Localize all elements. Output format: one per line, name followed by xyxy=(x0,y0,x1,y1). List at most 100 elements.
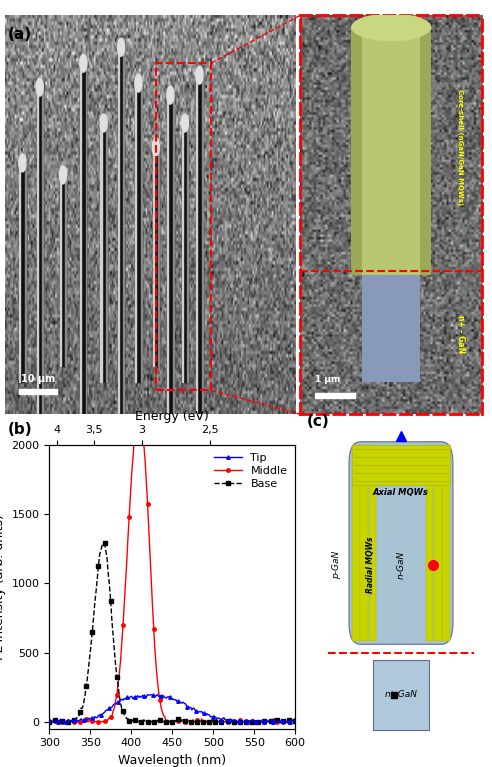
Ellipse shape xyxy=(36,78,43,96)
Bar xyxy=(42,87,43,414)
Middle xyxy=(136,407,142,416)
Bar xyxy=(167,95,174,414)
Middle xyxy=(70,717,76,726)
Text: p-GaN: p-GaN xyxy=(332,551,340,578)
Bar xyxy=(153,147,159,367)
Base xyxy=(139,717,145,726)
Tip xyxy=(154,690,160,699)
Base xyxy=(182,716,187,726)
Middle xyxy=(48,716,54,726)
Legend: Tip, Middle, Base: Tip, Middle, Base xyxy=(212,450,290,492)
Tip xyxy=(292,716,298,726)
Text: (a): (a) xyxy=(8,28,32,42)
Text: (c): (c) xyxy=(307,414,330,430)
Bar xyxy=(351,28,431,275)
Bar xyxy=(182,123,188,382)
Bar xyxy=(420,28,431,275)
Bar xyxy=(315,393,355,398)
Bar xyxy=(377,445,425,641)
Middle xyxy=(152,647,158,656)
X-axis label: Wavelength (nm): Wavelength (nm) xyxy=(118,754,226,767)
Tip xyxy=(274,716,280,726)
Bar xyxy=(100,123,101,382)
Bar xyxy=(135,83,142,382)
Middle xyxy=(274,717,280,726)
Bar xyxy=(80,63,81,414)
Middle xyxy=(182,717,187,726)
Middle xyxy=(292,715,298,724)
Bar xyxy=(65,175,66,367)
Ellipse shape xyxy=(19,154,26,172)
Text: n-GaN: n-GaN xyxy=(397,551,405,578)
X-axis label: Energy (eV): Energy (eV) xyxy=(135,410,209,423)
Bar xyxy=(60,175,61,367)
FancyBboxPatch shape xyxy=(349,442,453,644)
Bar xyxy=(80,63,87,414)
Bar xyxy=(19,163,26,382)
Tip xyxy=(70,716,76,726)
Tip xyxy=(151,691,157,700)
Bar xyxy=(442,445,450,641)
Bar xyxy=(118,48,124,414)
Bar xyxy=(86,63,87,414)
Bar xyxy=(60,175,66,367)
Line: Tip: Tip xyxy=(47,693,297,723)
Ellipse shape xyxy=(118,38,124,56)
Bar xyxy=(351,28,362,275)
Ellipse shape xyxy=(60,166,66,184)
Bar xyxy=(352,445,450,485)
Middle xyxy=(46,716,52,726)
Bar xyxy=(100,123,107,382)
Middle xyxy=(139,414,145,423)
Line: Base: Base xyxy=(47,542,297,723)
Ellipse shape xyxy=(100,114,107,132)
Bar xyxy=(156,63,211,390)
Base xyxy=(152,717,158,726)
Tip xyxy=(49,716,55,726)
Bar xyxy=(202,75,203,414)
Bar xyxy=(153,147,154,367)
Ellipse shape xyxy=(153,138,159,156)
Bar xyxy=(362,275,420,382)
Bar xyxy=(426,445,433,641)
Bar xyxy=(360,445,368,641)
Base xyxy=(274,716,280,725)
Tip xyxy=(48,717,54,726)
Text: (b): (b) xyxy=(7,422,32,437)
Ellipse shape xyxy=(182,114,188,132)
Bar xyxy=(135,83,136,382)
Bar xyxy=(369,445,376,641)
Bar xyxy=(196,75,203,414)
Text: 10 μm: 10 μm xyxy=(21,374,56,384)
Text: Radial MQWs: Radial MQWs xyxy=(366,536,374,593)
Tip xyxy=(46,716,52,725)
Bar xyxy=(123,48,124,414)
Base xyxy=(292,716,298,726)
Bar xyxy=(373,660,429,730)
Text: Core-shell (nGaN/GaN MQWs): Core-shell (nGaN/GaN MQWs) xyxy=(458,89,463,205)
Bar xyxy=(19,163,20,382)
Ellipse shape xyxy=(135,74,142,92)
Tip xyxy=(137,692,143,701)
Bar xyxy=(187,123,188,382)
Ellipse shape xyxy=(167,86,174,104)
Bar xyxy=(118,48,119,414)
Ellipse shape xyxy=(351,13,431,41)
Bar xyxy=(167,95,168,414)
Bar xyxy=(182,123,183,382)
Bar xyxy=(36,87,43,414)
Bar xyxy=(434,445,442,641)
Base xyxy=(48,717,54,726)
Middle xyxy=(50,717,56,726)
Base xyxy=(70,717,76,726)
Ellipse shape xyxy=(80,54,87,72)
Base xyxy=(49,717,55,726)
Bar xyxy=(196,75,197,414)
Bar xyxy=(106,123,107,382)
Base xyxy=(100,538,106,548)
Line: Middle: Middle xyxy=(47,410,297,723)
Text: 1 μm: 1 μm xyxy=(315,375,340,384)
Bar xyxy=(158,147,159,367)
Bar xyxy=(173,95,174,414)
Bar xyxy=(352,445,360,641)
